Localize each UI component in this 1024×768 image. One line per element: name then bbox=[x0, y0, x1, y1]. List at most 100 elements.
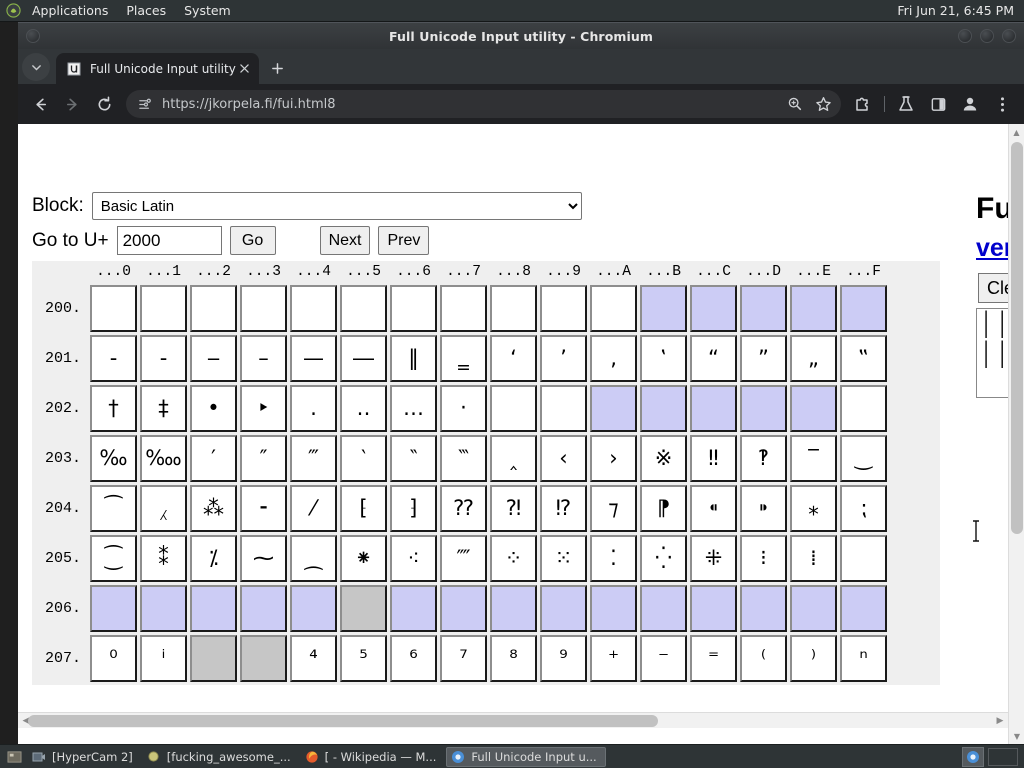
char-cell[interactable]: ‡ bbox=[140, 385, 187, 432]
char-cell[interactable]: ⁀ bbox=[90, 485, 137, 532]
char-cell[interactable]: ⁙ bbox=[540, 535, 587, 582]
scroll-down-arrow-icon[interactable]: ▼ bbox=[1013, 731, 1021, 741]
char-cell[interactable] bbox=[740, 285, 787, 332]
back-arrow-icon[interactable] bbox=[26, 90, 54, 118]
char-cell[interactable] bbox=[540, 385, 587, 432]
char-cell[interactable]: ⁹ bbox=[540, 635, 587, 682]
reload-icon[interactable] bbox=[90, 90, 118, 118]
char-cell[interactable]: ⁆ bbox=[390, 485, 437, 532]
char-cell[interactable] bbox=[540, 585, 587, 632]
char-cell[interactable]: ⁰ bbox=[90, 635, 137, 682]
char-cell[interactable]: ⁛ bbox=[640, 535, 687, 582]
char-cell[interactable]: ․ bbox=[290, 385, 337, 432]
block-select[interactable]: Basic Latin bbox=[91, 192, 582, 220]
char-cell[interactable]: ‛ bbox=[640, 335, 687, 382]
scroll-right-arrow-icon[interactable]: ▶ bbox=[996, 716, 1004, 726]
char-cell[interactable]: ‚ bbox=[590, 335, 637, 382]
close-button[interactable] bbox=[1002, 29, 1016, 43]
char-cell[interactable]: ⁇ bbox=[440, 485, 487, 532]
show-desktop-icon[interactable] bbox=[3, 747, 25, 767]
char-cell[interactable]: ‼ bbox=[690, 435, 737, 482]
char-cell[interactable] bbox=[240, 285, 287, 332]
char-cell[interactable]: ⁴ bbox=[290, 635, 337, 682]
char-cell[interactable]: ⁔ bbox=[290, 535, 337, 582]
char-cell[interactable] bbox=[140, 585, 187, 632]
char-cell[interactable]: ⁒ bbox=[190, 535, 237, 582]
labs-flask-icon[interactable] bbox=[892, 90, 920, 118]
omnibox[interactable]: https://jkorpela.fi/fui.html8 bbox=[126, 90, 841, 118]
version-link[interactable]: vers bbox=[976, 234, 1008, 262]
char-cell[interactable]: ― bbox=[340, 335, 387, 382]
char-cell[interactable]: ‱ bbox=[140, 435, 187, 482]
char-cell[interactable] bbox=[490, 285, 537, 332]
char-cell[interactable] bbox=[190, 585, 237, 632]
char-cell[interactable] bbox=[290, 585, 337, 632]
char-cell[interactable] bbox=[190, 285, 237, 332]
char-cell[interactable]: ⁕ bbox=[340, 535, 387, 582]
char-cell[interactable]: ⁵ bbox=[340, 635, 387, 682]
char-cell[interactable] bbox=[390, 585, 437, 632]
char-cell[interactable]: ‰ bbox=[90, 435, 137, 482]
extensions-puzzle-icon[interactable] bbox=[849, 90, 877, 118]
char-cell[interactable]: ⁖ bbox=[390, 535, 437, 582]
char-cell[interactable] bbox=[740, 385, 787, 432]
char-cell[interactable] bbox=[640, 285, 687, 332]
char-cell[interactable]: ⁌ bbox=[690, 485, 737, 532]
char-cell[interactable]: ⁐ bbox=[90, 535, 137, 582]
char-cell[interactable] bbox=[790, 385, 837, 432]
gnome-foot-icon[interactable] bbox=[3, 3, 23, 19]
char-cell[interactable]: ⁍ bbox=[740, 485, 787, 532]
char-cell[interactable]: ” bbox=[740, 335, 787, 382]
char-cell[interactable]: ⁃ bbox=[240, 485, 287, 532]
char-cell[interactable]: „ bbox=[790, 335, 837, 382]
char-cell[interactable] bbox=[390, 285, 437, 332]
panel-clock[interactable]: Fri Jun 21, 6:45 PM bbox=[897, 3, 1014, 18]
char-cell[interactable]: ⁾ bbox=[790, 635, 837, 682]
vertical-scroll-thumb[interactable] bbox=[1011, 142, 1023, 534]
char-cell[interactable]: ⁻ bbox=[640, 635, 687, 682]
char-cell[interactable] bbox=[490, 385, 537, 432]
char-cell[interactable] bbox=[240, 585, 287, 632]
close-icon[interactable] bbox=[236, 60, 253, 77]
char-cell[interactable] bbox=[340, 585, 387, 632]
char-cell[interactable]: — bbox=[290, 335, 337, 382]
output-textarea[interactable]: ⏐⏐⏐⏐⏐⏐⏐⏐⏐ bbox=[976, 308, 1008, 398]
go-button[interactable]: Go bbox=[229, 226, 276, 255]
char-cell[interactable] bbox=[590, 585, 637, 632]
char-cell[interactable]: ′ bbox=[190, 435, 237, 482]
char-cell[interactable] bbox=[840, 585, 887, 632]
char-cell[interactable]: ⁚ bbox=[590, 535, 637, 582]
page-horizontal-scrollbar[interactable]: ◀ ▶ bbox=[18, 712, 1008, 728]
char-cell[interactable]: ⁓ bbox=[240, 535, 287, 582]
clear-button[interactable]: Clea bbox=[978, 273, 1008, 303]
char-cell[interactable]: ‐ bbox=[90, 335, 137, 382]
char-cell[interactable] bbox=[540, 285, 587, 332]
star-icon[interactable] bbox=[811, 92, 835, 116]
char-cell[interactable] bbox=[690, 385, 737, 432]
char-cell[interactable]: ⁼ bbox=[690, 635, 737, 682]
forward-arrow-icon[interactable] bbox=[58, 90, 86, 118]
task-item-wikipedia[interactable]: [ - Wikipedia — M... bbox=[301, 747, 445, 767]
char-cell[interactable]: ⁜ bbox=[690, 535, 737, 582]
char-cell[interactable]: ‵ bbox=[340, 435, 387, 482]
scroll-left-arrow-icon[interactable]: ◀ bbox=[22, 716, 30, 726]
three-dot-menu-icon[interactable] bbox=[988, 90, 1016, 118]
char-cell[interactable] bbox=[440, 585, 487, 632]
char-cell[interactable]: ‖ bbox=[390, 335, 437, 382]
horizontal-scroll-thumb[interactable] bbox=[28, 715, 658, 727]
char-cell[interactable]: ⁿ bbox=[840, 635, 887, 682]
char-cell[interactable]: ’ bbox=[540, 335, 587, 382]
char-cell[interactable]: ‿ bbox=[840, 435, 887, 482]
prev-button[interactable]: Prev bbox=[378, 226, 430, 255]
workspace-pager[interactable] bbox=[988, 747, 1018, 766]
char-cell[interactable] bbox=[490, 585, 537, 632]
char-cell[interactable] bbox=[640, 585, 687, 632]
char-cell[interactable] bbox=[590, 285, 637, 332]
goto-codepoint-input[interactable] bbox=[116, 226, 222, 255]
char-cell[interactable]: ⁋ bbox=[640, 485, 687, 532]
char-cell[interactable]: ⁂ bbox=[190, 485, 237, 532]
next-button[interactable]: Next bbox=[319, 226, 371, 255]
char-cell[interactable]: ⁉ bbox=[540, 485, 587, 532]
char-cell[interactable] bbox=[140, 285, 187, 332]
char-cell[interactable]: ‾ bbox=[790, 435, 837, 482]
